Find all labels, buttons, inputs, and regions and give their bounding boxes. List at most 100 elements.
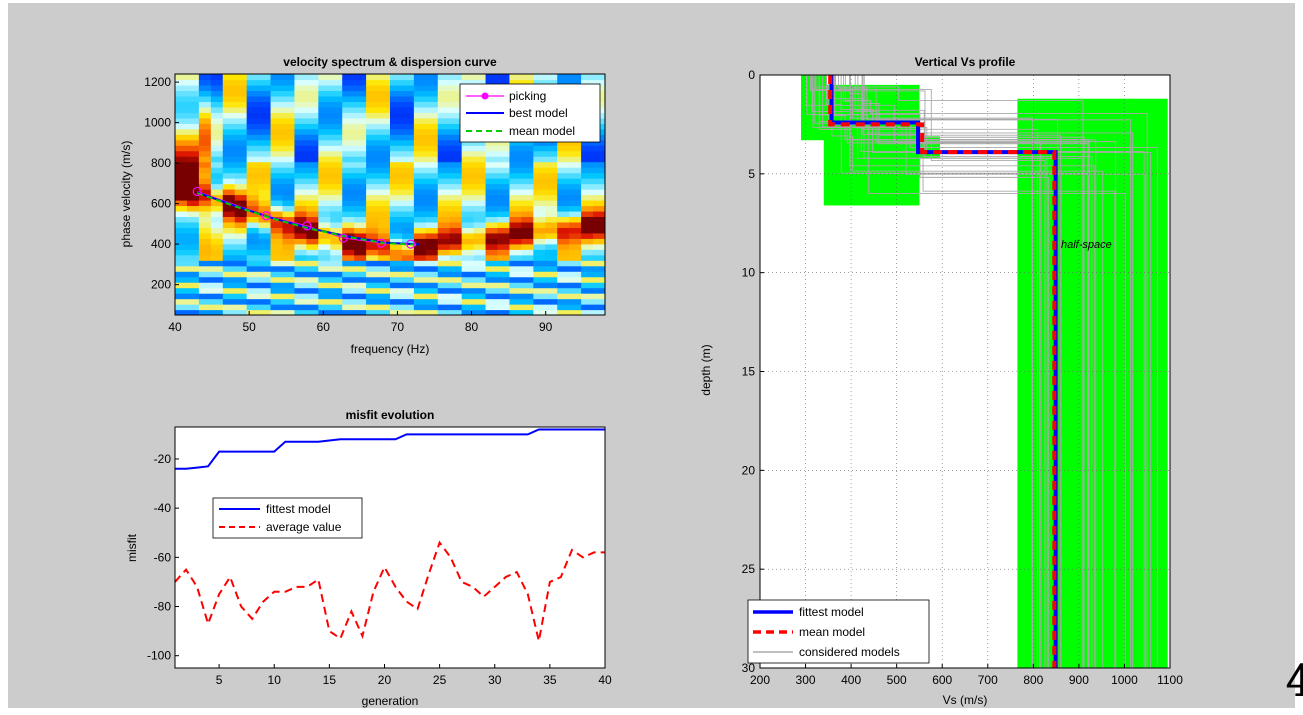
heatmap-cell <box>533 79 546 86</box>
heatmap-cell <box>246 287 260 294</box>
heatmap-cell <box>509 189 522 196</box>
heatmap-cell <box>234 134 248 141</box>
heatmap-cell <box>437 271 451 278</box>
heatmap-cell <box>342 271 355 278</box>
heatmap-cell <box>449 84 463 92</box>
heatmap-cell <box>437 117 451 124</box>
heatmap-cell <box>401 128 415 135</box>
heatmap-cell <box>234 227 248 234</box>
heatmap-cell <box>234 117 248 124</box>
heatmap-cell <box>533 216 546 223</box>
heatmap-cell <box>234 304 248 311</box>
heatmap-cell <box>366 161 379 168</box>
heatmap-cell <box>545 221 558 228</box>
heatmap-cell <box>306 293 319 300</box>
heatmap-cell <box>593 221 605 228</box>
heatmap-cell <box>306 172 319 179</box>
heatmap-cell <box>270 249 284 256</box>
heatmap-cell <box>569 271 582 278</box>
heatmap-cell <box>318 90 331 97</box>
heatmap-cell <box>437 216 451 223</box>
heatmap-cell <box>366 205 379 212</box>
heatmap-cell <box>306 287 319 294</box>
heatmap-cell <box>354 139 367 146</box>
heatmap-cell <box>318 84 331 92</box>
heatmap-cell <box>449 265 463 272</box>
heatmap-cell <box>521 309 534 315</box>
heatmap-cell <box>342 84 355 92</box>
search-space-block <box>823 84 920 206</box>
heatmap-cell <box>186 216 200 223</box>
heatmap-cell <box>330 227 343 234</box>
vs-xlabel: Vs (m/s) <box>943 693 988 707</box>
heatmap-cell <box>318 134 331 141</box>
heatmap-cell <box>294 123 307 130</box>
spectrum-ylabel: phase velocity (m/s) <box>119 141 133 248</box>
heatmap-cell <box>175 194 188 201</box>
vs-ylabel: depth (m) <box>699 344 713 395</box>
heatmap-cell <box>294 254 307 261</box>
heatmap-cell <box>521 145 534 152</box>
heatmap-cell <box>413 238 427 245</box>
heatmap-cell <box>390 216 403 223</box>
heatmap-cell <box>282 243 296 250</box>
heatmap-cell <box>557 276 570 283</box>
heatmap-cell <box>413 194 427 201</box>
heatmap-cell <box>390 117 403 124</box>
heatmap-cell <box>175 74 188 81</box>
heatmap-cell <box>473 150 487 157</box>
heatmap-cell <box>258 205 272 212</box>
heatmap-cell <box>294 161 307 168</box>
heatmap-cell <box>222 221 236 228</box>
considered-model-line <box>814 75 1147 668</box>
heatmap-cell <box>234 254 248 261</box>
heatmap-cell <box>449 287 463 294</box>
heatmap-cell <box>318 189 331 196</box>
heatmap-cell <box>330 304 343 311</box>
heatmap-cell <box>342 265 355 272</box>
heatmap-cell <box>354 254 367 261</box>
heatmap-cell <box>413 161 427 168</box>
heatmap-cell <box>557 304 570 311</box>
y-tick-label: 800 <box>151 156 171 170</box>
heatmap-cell <box>342 167 355 174</box>
heatmap-cell <box>413 276 427 283</box>
heatmap-cell <box>222 112 236 119</box>
heatmap-cell <box>198 74 212 81</box>
heatmap-cell <box>175 101 188 108</box>
heatmap-cell <box>306 232 319 239</box>
heatmap-cell <box>258 128 272 135</box>
heatmap-cell <box>366 276 379 283</box>
heatmap-cell <box>461 172 475 179</box>
heatmap-cell <box>318 156 331 163</box>
heatmap-cell <box>449 260 463 267</box>
heatmap-cell <box>294 260 307 267</box>
heatmap-cell <box>390 254 403 261</box>
heatmap-cell <box>258 254 272 261</box>
heatmap-cell <box>581 221 594 228</box>
heatmap-cell <box>390 156 403 163</box>
heatmap-cell <box>342 128 355 135</box>
heatmap-cell <box>186 145 200 152</box>
heatmap-cell <box>413 145 427 152</box>
heatmap-cell <box>425 227 439 234</box>
heatmap-cell <box>485 189 499 196</box>
heatmap-cell <box>545 183 558 190</box>
heatmap-cell <box>593 189 605 196</box>
heatmap-cell <box>330 276 343 283</box>
picking-legend-marker <box>481 92 489 100</box>
heatmap-cell <box>557 172 570 179</box>
heatmap-cell <box>413 287 427 294</box>
heatmap-cell <box>557 210 570 218</box>
heatmap-cell <box>521 304 534 311</box>
heatmap-cell <box>449 74 463 81</box>
heatmap-cell <box>413 254 427 261</box>
heatmap-cell <box>210 161 224 168</box>
heatmap-cell <box>186 265 200 272</box>
heatmap-cell <box>258 260 272 267</box>
heatmap-cell <box>533 282 546 289</box>
heatmap-cell <box>270 101 284 108</box>
heatmap-cell <box>545 194 558 201</box>
heatmap-cell <box>210 139 224 146</box>
heatmap-cell <box>473 309 487 315</box>
